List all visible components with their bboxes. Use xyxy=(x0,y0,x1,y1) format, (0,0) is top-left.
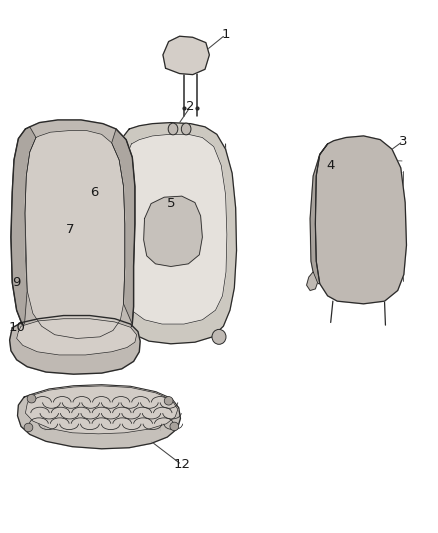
Polygon shape xyxy=(144,196,202,266)
Text: 4: 4 xyxy=(326,159,335,172)
Polygon shape xyxy=(18,385,180,449)
Text: 9: 9 xyxy=(12,276,21,289)
Text: 2: 2 xyxy=(186,100,195,113)
Text: 5: 5 xyxy=(166,197,175,210)
Text: 3: 3 xyxy=(399,135,407,148)
Polygon shape xyxy=(114,123,237,344)
Polygon shape xyxy=(25,131,125,338)
Polygon shape xyxy=(17,319,137,355)
Polygon shape xyxy=(307,272,318,290)
Text: 12: 12 xyxy=(173,458,190,471)
Text: 7: 7 xyxy=(66,223,74,236)
Polygon shape xyxy=(315,136,406,304)
Ellipse shape xyxy=(212,329,226,344)
Polygon shape xyxy=(112,129,135,324)
Ellipse shape xyxy=(24,423,33,432)
Polygon shape xyxy=(25,386,178,434)
Ellipse shape xyxy=(170,422,179,431)
Polygon shape xyxy=(10,316,140,374)
Polygon shape xyxy=(120,134,227,324)
Polygon shape xyxy=(11,127,36,329)
Text: 6: 6 xyxy=(90,187,99,199)
Ellipse shape xyxy=(164,397,173,405)
Text: 1: 1 xyxy=(221,28,230,41)
Polygon shape xyxy=(11,120,135,352)
Ellipse shape xyxy=(181,123,191,135)
Ellipse shape xyxy=(168,123,178,135)
Text: 10: 10 xyxy=(8,321,25,334)
Ellipse shape xyxy=(124,329,138,344)
Polygon shape xyxy=(310,144,328,284)
Ellipse shape xyxy=(27,394,36,403)
Polygon shape xyxy=(163,36,209,75)
